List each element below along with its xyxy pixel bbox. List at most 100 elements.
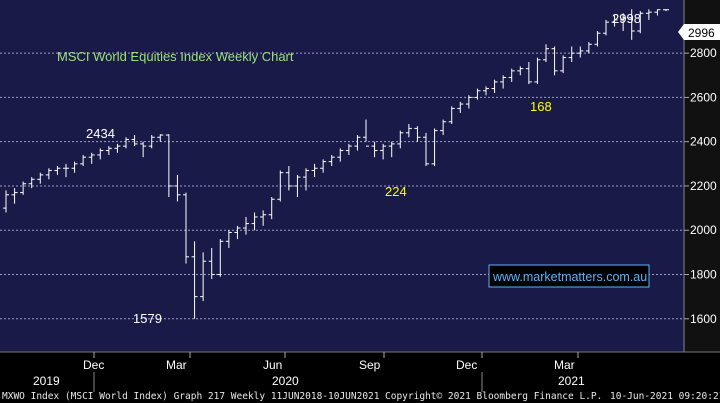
ohlc-bar bbox=[131, 135, 138, 147]
ohlc-bar bbox=[611, 15, 618, 27]
ohlc-bar bbox=[594, 30, 601, 47]
ohlc-bar bbox=[174, 174, 181, 202]
ohlc-bar bbox=[585, 42, 592, 54]
ohlc-bar bbox=[491, 79, 498, 93]
x-label-mar-2021: Mar bbox=[554, 358, 575, 372]
ohlc-bar bbox=[80, 154, 87, 167]
ohlc-bar bbox=[311, 163, 318, 178]
watermark-box bbox=[488, 264, 650, 288]
ohlc-bar bbox=[568, 46, 575, 62]
y-label-1800: 1800 bbox=[690, 268, 717, 282]
ohlc-bar bbox=[388, 141, 395, 158]
y-label-2000: 2000 bbox=[690, 223, 717, 237]
ohlc-bar bbox=[251, 212, 258, 231]
ohlc-bar bbox=[371, 141, 378, 158]
ohlc-bar bbox=[28, 177, 35, 189]
ohlc-bar bbox=[628, 9, 635, 40]
ohlc-bar bbox=[517, 66, 524, 76]
ohlc-bar bbox=[423, 132, 429, 167]
ohlc-bar bbox=[63, 163, 69, 178]
ohlc-bar bbox=[440, 119, 447, 136]
ohlc-bar bbox=[543, 44, 549, 62]
ohlc-bar bbox=[474, 88, 481, 100]
footer-panel bbox=[0, 352, 720, 403]
x-year-2020: 2020 bbox=[272, 374, 299, 388]
annotation-low-1579: 1579 bbox=[133, 311, 162, 326]
ohlc-bar bbox=[663, 9, 669, 12]
ohlc-bar bbox=[217, 239, 224, 277]
last-price-tag-bg bbox=[684, 24, 720, 40]
ohlc-bar bbox=[3, 190, 9, 213]
ohlc-bar bbox=[294, 174, 301, 198]
ohlc-bar bbox=[208, 247, 215, 279]
ohlc-bar bbox=[465, 95, 472, 109]
ohlc-bar bbox=[225, 230, 232, 248]
ohlc-bar bbox=[645, 9, 652, 20]
ohlc-bar bbox=[277, 170, 284, 202]
x-label-jun-2020: Jun bbox=[263, 358, 282, 372]
x-year-2021: 2021 bbox=[558, 374, 585, 388]
x-label-dec-2020: Dec bbox=[456, 358, 477, 372]
ohlc-bar bbox=[654, 9, 661, 16]
ohlc-bar bbox=[114, 143, 121, 153]
ohlc-bar bbox=[260, 210, 267, 226]
ohlc-bar bbox=[200, 252, 207, 302]
ohlc-bar bbox=[320, 159, 327, 173]
ohlc-bar bbox=[405, 123, 412, 138]
x-label-dec-2019: Dec bbox=[83, 358, 104, 372]
ohlc-bar bbox=[328, 154, 335, 167]
ohlc-bar bbox=[243, 216, 249, 235]
ohlc-bar bbox=[448, 106, 455, 124]
ohlc-bar bbox=[363, 119, 369, 147]
watermark-link[interactable]: www.marketmatters.com.au bbox=[492, 270, 647, 284]
ohlc-bar bbox=[603, 19, 609, 36]
ohlc-bar bbox=[525, 61, 532, 85]
ohlc-bar bbox=[577, 46, 584, 58]
ohlc-bar bbox=[105, 146, 112, 155]
ohlc-bar bbox=[354, 135, 361, 151]
ohlc-bar bbox=[191, 241, 198, 319]
ohlc-bar bbox=[500, 75, 507, 89]
x-year-labels: 2019 2020 2021 bbox=[33, 372, 585, 392]
ohlc-bar bbox=[165, 134, 172, 198]
ohlc-bar bbox=[11, 188, 18, 204]
footer-left: MXWO Index (MSCI World Index) Graph 217 … bbox=[2, 391, 380, 402]
y-label-2600: 2600 bbox=[690, 90, 717, 104]
ohlc-bar bbox=[123, 137, 129, 149]
ohlc-bar bbox=[380, 143, 387, 160]
last-price-tag-arrow bbox=[678, 24, 684, 40]
ohlc-bar bbox=[157, 134, 164, 142]
x-year-2019: 2019 bbox=[33, 374, 60, 388]
ohlc-bar bbox=[54, 166, 61, 175]
annotation-high-2434: 2434 bbox=[86, 126, 115, 141]
ohlc-bar bbox=[345, 143, 352, 155]
ohlc-bar bbox=[551, 46, 558, 76]
y-label-2200: 2200 bbox=[690, 179, 717, 193]
y-label-2800: 2800 bbox=[690, 46, 717, 60]
ohlc-bar bbox=[414, 126, 421, 142]
ohlc-bar bbox=[337, 148, 344, 162]
ohlc-bar bbox=[71, 161, 78, 173]
last-price-tag: 2996 bbox=[688, 26, 715, 40]
ohlc-bar bbox=[620, 13, 627, 31]
y-label-1600: 1600 bbox=[690, 312, 717, 326]
gridlines bbox=[0, 52, 684, 320]
x-label-mar-2020: Mar bbox=[166, 358, 187, 372]
footer-timestamp: 10-Jun-2021 09:20:21 bbox=[610, 391, 720, 402]
annotation-drop-224: 224 bbox=[385, 184, 407, 199]
ohlc-bar bbox=[431, 128, 438, 167]
ohlc-bar bbox=[140, 141, 147, 158]
x-month-labels: Dec Mar Jun Sep Dec Mar bbox=[83, 352, 579, 372]
ohlc-bar bbox=[285, 166, 292, 191]
ohlc-bar bbox=[37, 172, 44, 184]
x-label-sep-2020: Sep bbox=[359, 358, 381, 372]
ohlc-bars bbox=[3, 9, 669, 319]
y-axis: 1600 1800 2000 2200 2400 2600 2800 bbox=[683, 0, 717, 352]
ohlc-bar bbox=[97, 148, 104, 160]
ohlc-bar bbox=[457, 101, 464, 113]
ohlc-bar bbox=[397, 130, 404, 149]
ohlc-bar bbox=[234, 225, 241, 240]
annotation-high-2998: 2998 bbox=[612, 11, 641, 26]
